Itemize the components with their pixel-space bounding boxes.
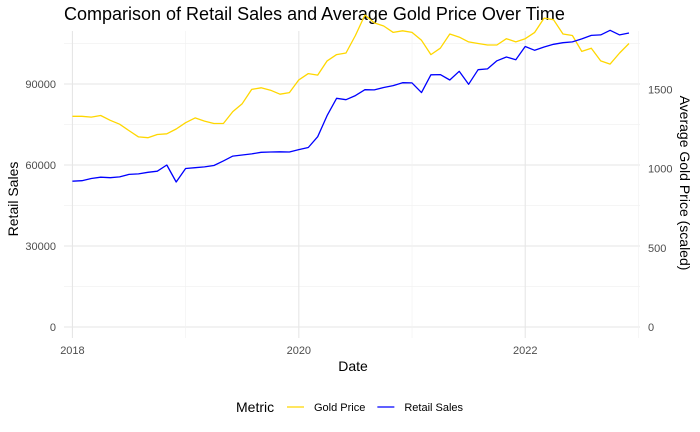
y-tick-label: 30000 xyxy=(25,241,56,253)
legend-label-retail-sales: Retail Sales xyxy=(404,402,463,414)
x-tick-label: 2018 xyxy=(60,345,84,357)
tick-labels: 2018 2020 2022 0 30000 60000 90000 0 500 1000 1500 xyxy=(25,79,672,357)
chart-title: Comparison of Retail Sales and Average G… xyxy=(64,4,565,24)
y2-tick-label: 0 xyxy=(648,322,654,334)
y2-tick-label: 1000 xyxy=(648,164,672,176)
y-tick-label: 0 xyxy=(50,322,56,334)
x-tick-label: 2022 xyxy=(513,345,537,357)
y2-tick-label: 1500 xyxy=(648,84,672,96)
legend: Metric Gold Price Retail Sales xyxy=(236,399,464,415)
legend-label-gold-price: Gold Price xyxy=(314,402,365,414)
x-tick-label: 2020 xyxy=(287,345,311,357)
series-lines xyxy=(72,14,630,183)
y2-tick-label: 500 xyxy=(648,243,666,255)
series-line-retail-sales xyxy=(72,29,630,183)
y2-axis-title: Average Gold Price (scaled) xyxy=(677,96,693,271)
y-axis-title: Retail Sales xyxy=(5,162,21,237)
y-tick-label: 90000 xyxy=(25,79,56,91)
y-tick-label: 60000 xyxy=(25,160,56,172)
x-axis-title: Date xyxy=(338,358,368,374)
legend-title: Metric xyxy=(236,399,274,415)
grid xyxy=(64,31,640,338)
series-line-gold-price xyxy=(72,14,630,139)
